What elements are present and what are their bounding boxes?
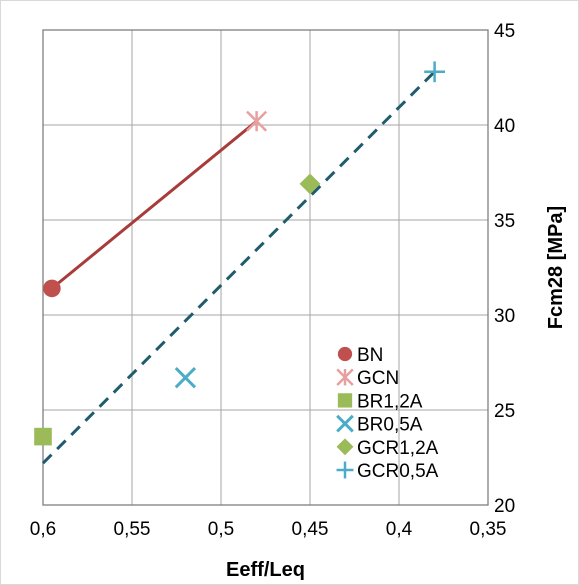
legend-label: GCR1,2A [357,438,439,459]
legend-entry: GCR1,2A [336,438,439,459]
trendlines [41,70,436,465]
y-tick-label: 30 [494,306,515,327]
data-point-gcr1-2a [299,173,321,195]
legend-marker [336,368,354,386]
data-points [34,61,445,446]
legend-marker [336,461,354,479]
y-tick-label: 20 [494,496,515,517]
legend-marker [337,346,353,362]
legend-label: BR1,2A [357,391,423,412]
legend-marker [336,414,354,433]
y-axis-title: Fcm28 [MPa] [545,206,567,329]
legend-label: GCR0,5A [357,461,439,482]
x-tick-label: 0,6 [30,519,56,540]
legend-entry: GCN [336,368,399,389]
trendline-dashed [41,70,436,465]
legend-marker [336,438,354,456]
y-tick-label: 40 [494,116,515,137]
legend-entry: GCR0,5A [336,461,439,482]
data-point-br1-2a [34,427,52,446]
x-tick-label: 0,45 [292,519,329,540]
y-tick-label: 25 [494,401,515,422]
legend-label: GCN [357,368,399,389]
legend-label: BR0,5A [357,415,423,436]
legend-entry: BR1,2A [337,391,423,412]
x-tick-label: 0,35 [470,519,507,540]
legend-entry: BR0,5A [336,414,423,436]
y-axis-ticks: 20 25 30 35 40 45 [494,21,515,517]
trendline-solid [50,120,258,290]
data-point-gcn [246,110,268,132]
x-tick-label: 0,55 [114,519,151,540]
data-point-bn [43,279,61,298]
x-tick-label: 0,4 [386,519,413,540]
x-tick-label: 0,5 [208,519,234,540]
legend-label: BN [357,345,383,366]
data-point-br0-5a [174,367,197,389]
legend-entry: BN [337,345,383,366]
plot-area-border [42,29,489,506]
x-axis-title: Eeff/Leq [226,559,305,581]
legend-marker [337,393,353,408]
y-tick-label: 35 [494,211,515,232]
x-axis-ticks: 0,6 0,55 0,5 0,45 0,4 0,35 [30,519,507,540]
data-point-gcr0-5a [424,61,445,83]
y-tick-label: 45 [494,21,515,42]
